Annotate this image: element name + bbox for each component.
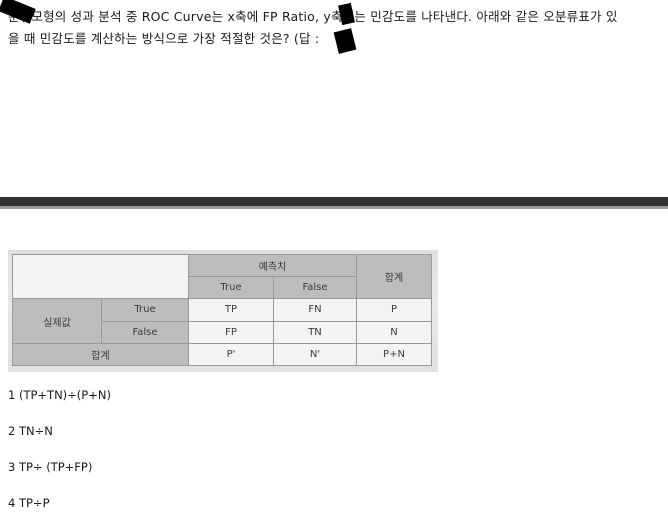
actual-false-header: False [101, 320, 189, 344]
matrix-corner-cell [12, 253, 189, 300]
cell-fp: FP [188, 320, 274, 344]
total-row-header: 합계 [12, 342, 189, 367]
cell-tn: TN [273, 320, 357, 344]
actual-header: 실제값 [12, 298, 102, 344]
cell-n-prime: N' [273, 342, 357, 367]
actual-true-header: True [101, 298, 189, 322]
cell-p: P [356, 298, 432, 322]
option-1[interactable]: 1 (TP+TN)÷(P+N) [8, 388, 111, 402]
total-column-header: 합계 [356, 253, 432, 300]
question-line-2: 을 때 민감도를 계산하는 방식으로 가장 적절한 것은? (답 : [8, 31, 320, 46]
predicted-false-header: False [273, 276, 357, 300]
option-2[interactable]: 2 TN÷N [8, 424, 53, 438]
option-3[interactable]: 3 TP÷ (TP+FP) [8, 460, 93, 474]
confusion-matrix-table: 예측치 합계 True False 실제값 True TP FN P False… [12, 253, 432, 367]
question-text: 분류모형의 성과 분석 중 ROC Curve는 x축에 FP Ratio, y… [8, 6, 660, 50]
cell-p-prime: P' [188, 342, 274, 367]
cell-n: N [356, 320, 432, 344]
cell-fn: FN [273, 298, 357, 322]
confusion-matrix-image: 예측치 합계 True False 실제값 True TP FN P False… [8, 250, 438, 372]
cell-pn: P+N [356, 342, 432, 367]
predicted-header: 예측치 [188, 253, 357, 278]
predicted-true-header: True [188, 276, 274, 300]
option-4[interactable]: 4 TP÷P [8, 496, 50, 510]
question-line-1: 분류모형의 성과 분석 중 ROC Curve는 x축에 FP Ratio, y… [8, 9, 618, 24]
section-divider [0, 197, 668, 209]
cell-tp: TP [188, 298, 274, 322]
